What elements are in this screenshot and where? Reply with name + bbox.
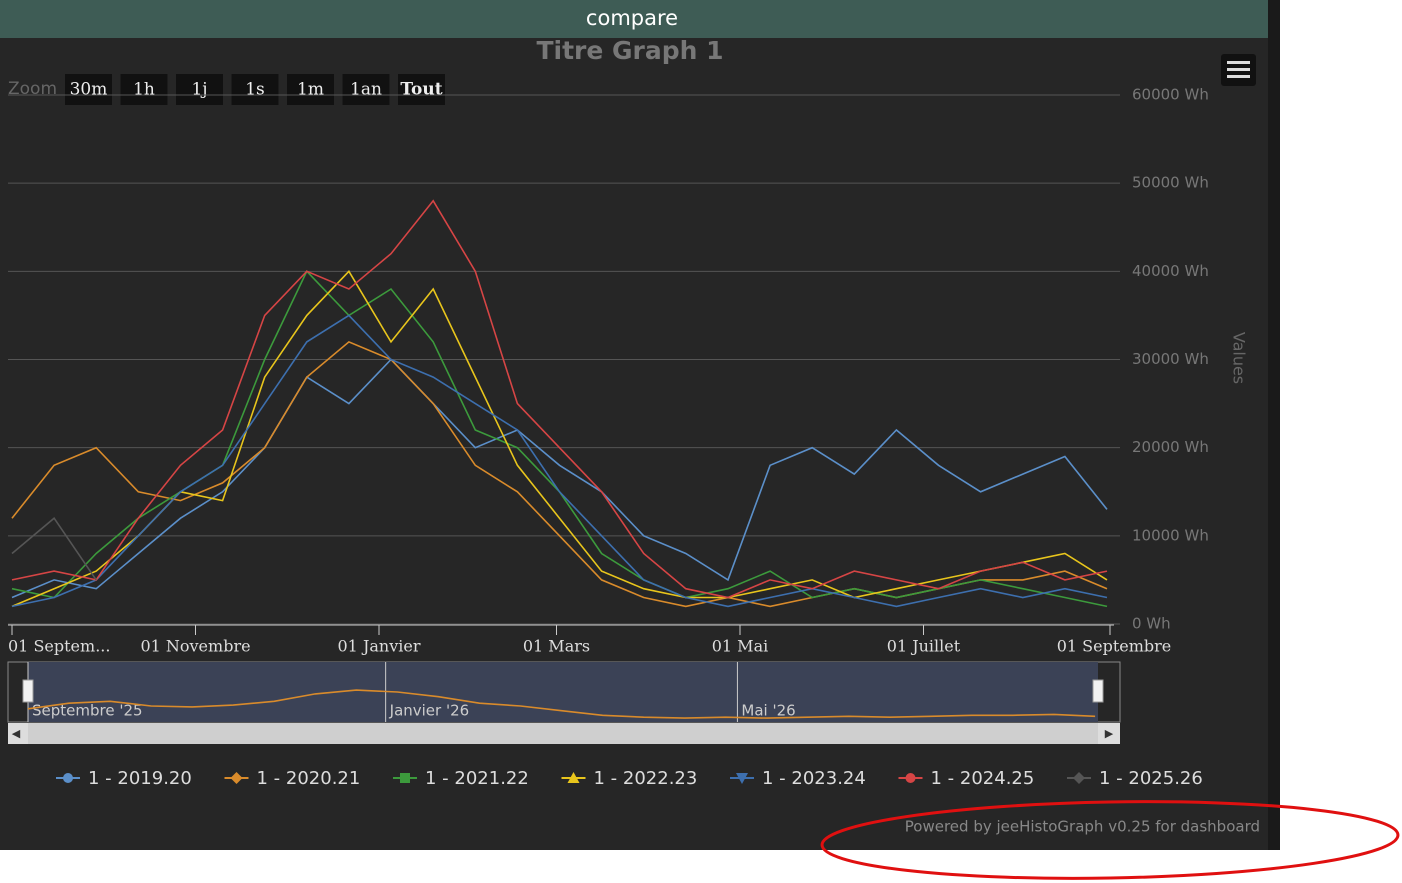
credits[interactable]: Powered by jeeHistoGraph v0.25 for dashb… [905,818,1260,836]
handle[interactable] [22,679,34,703]
zoom-label: Zoom [8,79,57,99]
y-tick-label: 10000 Wh [1132,526,1209,544]
zoom-button-bg[interactable] [231,74,279,105]
x-tick-label: 01 Juillet [887,637,961,656]
navigator-handle[interactable] [22,679,34,703]
zoom-button-label[interactable]: Tout [400,80,442,100]
zoom-button-label[interactable]: 1m [297,80,324,100]
x-tick-label: 01 Janvier [338,637,421,656]
legend-marker[interactable] [400,773,410,783]
x-tick-label: 01 Novembre [140,637,250,656]
header-title: compare [586,6,678,30]
legend-label[interactable]: 1 - 2025.26 [1099,768,1203,789]
navigator-label: Septembre '25 [32,702,143,720]
legend-item[interactable]: 1 - 2022.23 [561,768,698,789]
x-tick-label: 01 Septembre [1057,637,1172,656]
series-line [11,199,1108,599]
x-tick-label: 01 Septem... [8,637,110,656]
y-tick-label: 40000 Wh [1132,262,1209,280]
legend-marker[interactable] [230,772,243,784]
zoom-button[interactable]: 1h [120,74,168,105]
navigator-handle[interactable] [1092,679,1104,703]
chart-title: Titre Graph 1 [536,36,723,65]
legend-label[interactable]: 1 - 2020.21 [257,768,361,789]
zoom-button-bg[interactable] [342,74,390,105]
legend-marker[interactable] [736,773,748,784]
zoom-button-label[interactable]: 1j [191,80,207,100]
navigator-label: Janvier '26 [389,702,470,720]
zoom-button[interactable]: Tout [398,74,445,105]
zoom-button-bg[interactable] [176,74,223,105]
zoom-button-label[interactable]: 30m [70,80,108,100]
series-line [11,358,1108,599]
y-tick-label: 0 Wh [1132,615,1171,633]
x-tick-label: 01 Mai [712,637,768,656]
annotation-circle [820,800,1400,880]
menu-button[interactable] [1221,54,1256,86]
zoom-button-bg[interactable] [398,74,445,105]
legend-marker[interactable] [905,773,916,783]
legend-marker[interactable] [567,772,580,783]
zoom-button-bg[interactable] [120,74,168,105]
navigator-line [27,689,1096,719]
scrollbar-arrow[interactable]: ◀ [12,727,21,740]
navigator-mask [28,662,1098,722]
zoom-button[interactable]: 1an [342,74,390,105]
panel-edge [1268,0,1280,850]
zoom-button[interactable]: 1s [231,74,279,105]
handle[interactable] [1092,679,1104,703]
legend-item[interactable]: 1 - 2020.21 [224,768,361,789]
zoom-button[interactable]: 1j [176,74,223,105]
y-tick-label: 20000 Wh [1132,438,1209,456]
scrollbar-arrow[interactable]: ▶ [1105,727,1114,740]
zoom-button[interactable]: 30m [65,74,112,105]
navigator-label: Mai '26 [741,702,795,720]
legend-label[interactable]: 1 - 2023.24 [762,768,866,789]
header-bar [0,0,1268,38]
series-line [11,269,1108,608]
x-tick-label: 01 Mars [523,637,590,656]
legend-label[interactable]: 1 - 2022.23 [594,768,698,789]
legend-label[interactable]: 1 - 2024.25 [931,768,1035,789]
legend-item[interactable]: 1 - 2019.20 [56,768,192,789]
legend-item[interactable]: 1 - 2023.24 [730,768,866,789]
y-tick-label: 50000 Wh [1132,174,1209,192]
scrollbar-thumb[interactable] [28,723,1098,744]
zoom-button-label[interactable]: 1h [133,80,155,100]
legend-marker[interactable] [1073,772,1085,784]
zoom-button-bg[interactable] [65,74,112,105]
legend-label[interactable]: 1 - 2021.22 [425,768,529,789]
series-line [11,517,97,581]
legend-label[interactable]: 1 - 2019.20 [88,768,192,789]
y-axis-title: Values [1230,332,1249,384]
legend-item[interactable]: 1 - 2024.25 [898,768,1035,789]
y-tick-label: 30000 Wh [1132,350,1209,368]
legend-marker[interactable] [63,773,73,783]
zoom-button-label[interactable]: 1s [245,80,265,100]
legend-item[interactable]: 1 - 2025.26 [1067,768,1203,789]
series-line [11,314,1108,608]
y-tick-label: 60000 Wh [1132,86,1209,104]
zoom-button[interactable]: 1m [287,74,334,105]
zoom-button-label[interactable]: 1an [350,80,382,100]
legend-item[interactable]: 1 - 2021.22 [393,768,529,789]
zoom-button-bg[interactable] [287,74,334,105]
